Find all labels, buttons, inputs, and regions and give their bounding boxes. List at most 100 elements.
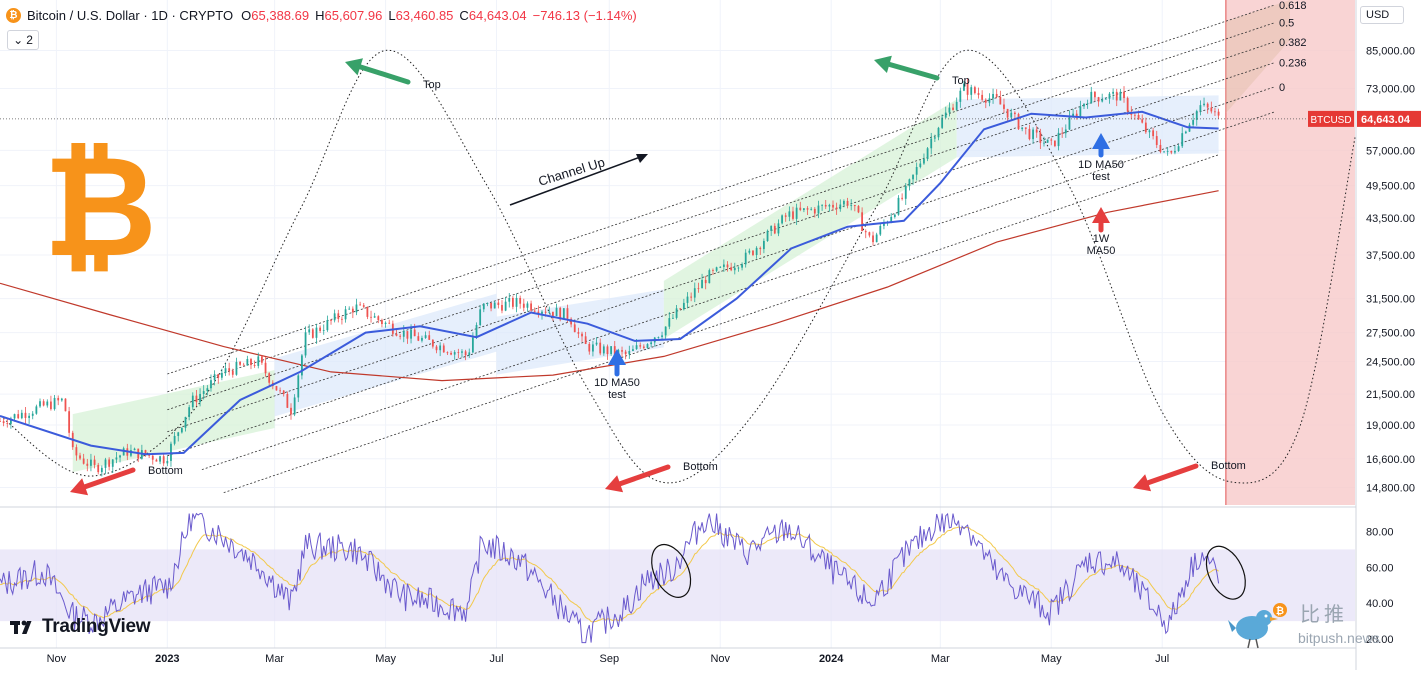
price-tick-label: 14,800.00 <box>1366 483 1415 495</box>
trend-highlight-band <box>956 95 1219 158</box>
candle-body <box>722 264 725 267</box>
bottom-label: Bottom <box>148 465 183 477</box>
candle-body <box>559 307 562 320</box>
candle-body <box>1112 91 1115 94</box>
candle-body <box>515 297 518 307</box>
ohlc-close-label: C <box>459 7 469 23</box>
candle-body <box>530 303 532 311</box>
candle-body <box>646 344 649 348</box>
candle-body <box>1097 97 1100 102</box>
indicators-toggle-button[interactable]: ⌄ 2 <box>7 30 39 50</box>
candle-body <box>290 407 292 415</box>
trend-highlight-band <box>663 99 957 339</box>
candle-body <box>366 306 369 317</box>
ohlc-low: L63,460.85 <box>388 8 453 23</box>
candle-body <box>348 308 351 310</box>
candle-body <box>1137 115 1140 120</box>
ohlc-open-value: 65,388.69 <box>251 7 310 23</box>
time-tick-label: May <box>375 653 396 665</box>
candle-body <box>311 329 314 338</box>
candle-body <box>1072 113 1074 117</box>
candle-body <box>1144 122 1147 133</box>
channel-line <box>201 111 1276 470</box>
candle-body <box>490 302 492 309</box>
candle-body <box>119 455 121 458</box>
candle-body <box>1184 131 1187 134</box>
candle-body <box>1028 128 1031 140</box>
candle-body <box>770 225 773 231</box>
channel-line <box>167 62 1276 433</box>
candle-body <box>639 345 642 347</box>
candle-body <box>1104 98 1107 100</box>
candle-body <box>926 148 929 159</box>
candle-body <box>861 212 864 232</box>
candle-body <box>424 335 427 338</box>
candle-body <box>846 200 849 206</box>
candle-body <box>304 332 307 356</box>
candle-body <box>1046 139 1049 143</box>
tradingview-logo[interactable]: TradingView <box>10 616 151 638</box>
candle-body <box>712 270 714 271</box>
price-tick-label: 73,000.00 <box>1366 83 1415 95</box>
candle-body <box>879 225 882 235</box>
candle-body <box>421 337 423 341</box>
time-tick-label: Mar <box>265 653 284 665</box>
time-tick-label: Sep <box>600 653 620 665</box>
candle-body <box>301 355 303 376</box>
candle-body <box>977 93 980 95</box>
candle-body <box>1126 98 1129 112</box>
candle-body <box>923 158 925 164</box>
time-tick-label: Jul <box>1155 653 1169 665</box>
top-arrow <box>886 61 940 81</box>
candle-body <box>1086 103 1089 105</box>
candle-body <box>799 207 802 211</box>
candle-body <box>250 359 252 366</box>
candle-body <box>941 117 944 128</box>
candle-body <box>624 351 627 355</box>
channel-line <box>167 22 1276 393</box>
rsi-tick-label: 60.00 <box>1366 562 1394 574</box>
candle-body <box>468 352 471 356</box>
candle-body <box>17 414 20 419</box>
ohlc-open-label: O <box>241 7 252 23</box>
rsi-tick-label: 80.00 <box>1366 527 1394 539</box>
candle-body <box>872 235 874 243</box>
candle-body <box>173 435 176 444</box>
candle-body <box>1163 151 1165 153</box>
candle-body <box>373 316 376 318</box>
candle-body <box>599 342 602 354</box>
candle-body <box>202 391 205 394</box>
ohlc-close-value: 64,643.04 <box>468 7 527 23</box>
candle-body <box>988 98 991 103</box>
candle-body <box>642 346 645 348</box>
ohlc-low-value: 63,460.85 <box>395 7 454 23</box>
candle-body <box>1075 113 1078 117</box>
fib-level-label: 0.5 <box>1279 18 1294 30</box>
price-tick-label: 37,500.00 <box>1366 250 1415 262</box>
candle-body <box>555 307 558 317</box>
candle-body <box>351 308 354 313</box>
bottom-arrow-head <box>605 475 624 493</box>
candle-body <box>919 163 922 168</box>
trend-highlight-band <box>72 370 275 473</box>
candle-body <box>864 231 867 233</box>
bottom-arrow <box>617 464 671 487</box>
candle-body <box>1094 91 1096 98</box>
candle-body <box>111 459 114 467</box>
currency-selector[interactable]: USD <box>1360 6 1404 24</box>
candle-body <box>1217 111 1220 116</box>
candle-body <box>90 459 92 466</box>
candle-body <box>64 398 67 412</box>
candle-body <box>362 305 365 307</box>
symbol-title[interactable]: Bitcoin / U.S. Dollar · 1D · CRYPTO <box>27 7 234 23</box>
candle-body <box>912 174 914 180</box>
candle-body <box>475 325 478 338</box>
candle-body <box>566 308 569 319</box>
candle-body <box>253 365 256 366</box>
candle-body <box>31 413 34 416</box>
candle-body <box>1017 114 1020 130</box>
candle-body <box>966 83 969 95</box>
time-tick-label: Jul <box>489 653 503 665</box>
bottom-arrow-head <box>1133 474 1152 492</box>
